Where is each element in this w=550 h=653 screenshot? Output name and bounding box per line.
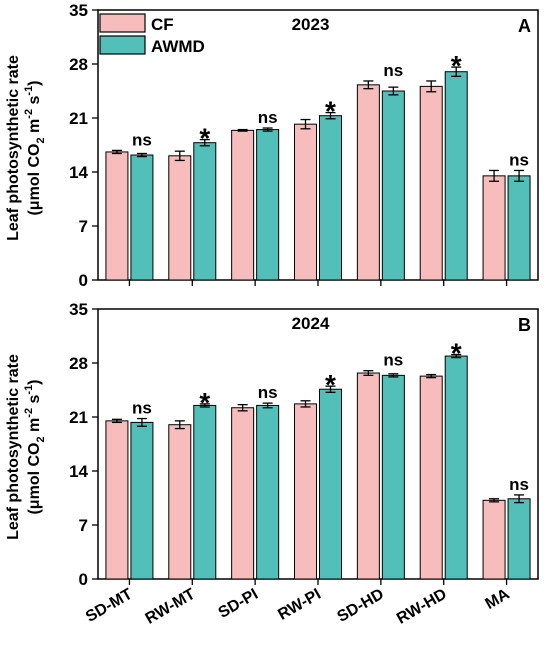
legend-label-cf: CF	[151, 15, 174, 34]
y-tick-label: 21	[69, 408, 88, 427]
y-axis-title-line1: Leaf photosynthetic rate	[5, 354, 22, 540]
x-tick-label: SD-HD	[334, 586, 386, 626]
panel-letter: A	[518, 16, 531, 36]
significance-ns: ns	[383, 351, 403, 370]
significance-star: *	[325, 96, 336, 127]
bar-cf	[294, 403, 317, 580]
bar-awmd	[256, 404, 280, 580]
y-tick-label: 7	[79, 516, 88, 535]
y-tick-label: 35	[69, 1, 88, 20]
panel-a: 0 7 14 21 28 35 2023 Ans * ns * ns * ns	[69, 1, 539, 290]
y-tick-label: 28	[69, 354, 88, 373]
significance-star: *	[451, 338, 462, 369]
bar-awmd	[444, 355, 468, 580]
y-tick-label: 14	[69, 462, 88, 481]
bar-awmd	[193, 404, 217, 580]
significance-ns: ns	[509, 475, 529, 494]
bar-awmd	[319, 388, 342, 580]
significance-star: *	[199, 387, 210, 418]
y-axis-title-line2: (μmol CO2 m-2 s-1)	[23, 80, 47, 215]
significance-star: *	[325, 369, 336, 400]
bar-cf	[356, 84, 380, 281]
bar-awmd	[507, 498, 531, 580]
bar-cf	[419, 375, 443, 580]
y-axis-title-a: Leaf photosynthetic rate (μmol CO2 m-2 s…	[5, 55, 47, 241]
bar-cf	[294, 123, 317, 281]
bar-awmd	[193, 142, 217, 281]
legend: CF AWMD	[99, 13, 205, 56]
y-tick-label: 7	[79, 217, 88, 236]
bar-awmd	[507, 175, 531, 281]
bar-cf	[231, 129, 255, 281]
significance-ns: ns	[383, 61, 403, 80]
y-tick-label: 21	[69, 109, 88, 128]
significance-star: *	[199, 123, 210, 154]
bar-awmd	[381, 374, 405, 580]
significance-ns: ns	[132, 399, 152, 418]
bar-awmd	[130, 154, 154, 281]
bar-cf	[482, 499, 506, 580]
y-tick-label: 28	[69, 55, 88, 74]
bar-cf	[105, 420, 129, 580]
x-tick-label: SD-PI	[216, 586, 261, 622]
x-tick-label: RW-MT	[143, 586, 199, 628]
bar-cf	[419, 85, 443, 281]
significance-ns: ns	[509, 150, 529, 169]
significance-star: *	[451, 50, 462, 81]
panel-b: 0 7 14 21 28 35 2024 Bns SD-MT * RW-MT ns SD-PI * RW-P…	[69, 300, 539, 628]
legend-label-awmd: AWMD	[151, 37, 205, 56]
bar-cf	[356, 372, 380, 580]
x-tick-label: MA	[483, 586, 513, 613]
bar-cf	[168, 155, 192, 281]
plot-frame	[97, 308, 539, 580]
panel-title: 2023	[292, 15, 330, 34]
bar-cf	[105, 151, 129, 281]
legend-swatch-cf	[99, 13, 146, 33]
y-tick-label: 35	[69, 300, 88, 319]
bar-awmd	[256, 129, 280, 281]
bar-awmd	[319, 115, 342, 281]
bar-awmd	[444, 71, 468, 281]
significance-ns: ns	[258, 108, 278, 127]
y-tick-label: 0	[79, 271, 88, 290]
bar-cf	[231, 407, 255, 580]
y-axis-title-line2: (μmol CO2 m-2 s-1)	[23, 379, 47, 514]
panel-letter: B	[518, 315, 531, 335]
bar-awmd	[381, 90, 405, 281]
bar-cf	[168, 424, 192, 580]
y-axis-title-b: Leaf photosynthetic rate (μmol CO2 m-2 s…	[5, 354, 47, 540]
bar-cf	[482, 175, 506, 281]
significance-ns: ns	[258, 383, 278, 402]
x-tick-label: RW-PI	[275, 586, 324, 624]
bar-awmd	[130, 421, 154, 580]
panel-title: 2024	[292, 314, 330, 333]
y-tick-label: 0	[79, 570, 88, 589]
x-tick-label: SD-MT	[83, 586, 136, 626]
y-tick-label: 14	[69, 163, 88, 182]
significance-ns: ns	[132, 130, 152, 149]
legend-swatch-awmd	[99, 35, 146, 55]
y-axis-title-line1: Leaf photosynthetic rate	[5, 55, 22, 241]
x-tick-label: RW-HD	[394, 586, 450, 628]
